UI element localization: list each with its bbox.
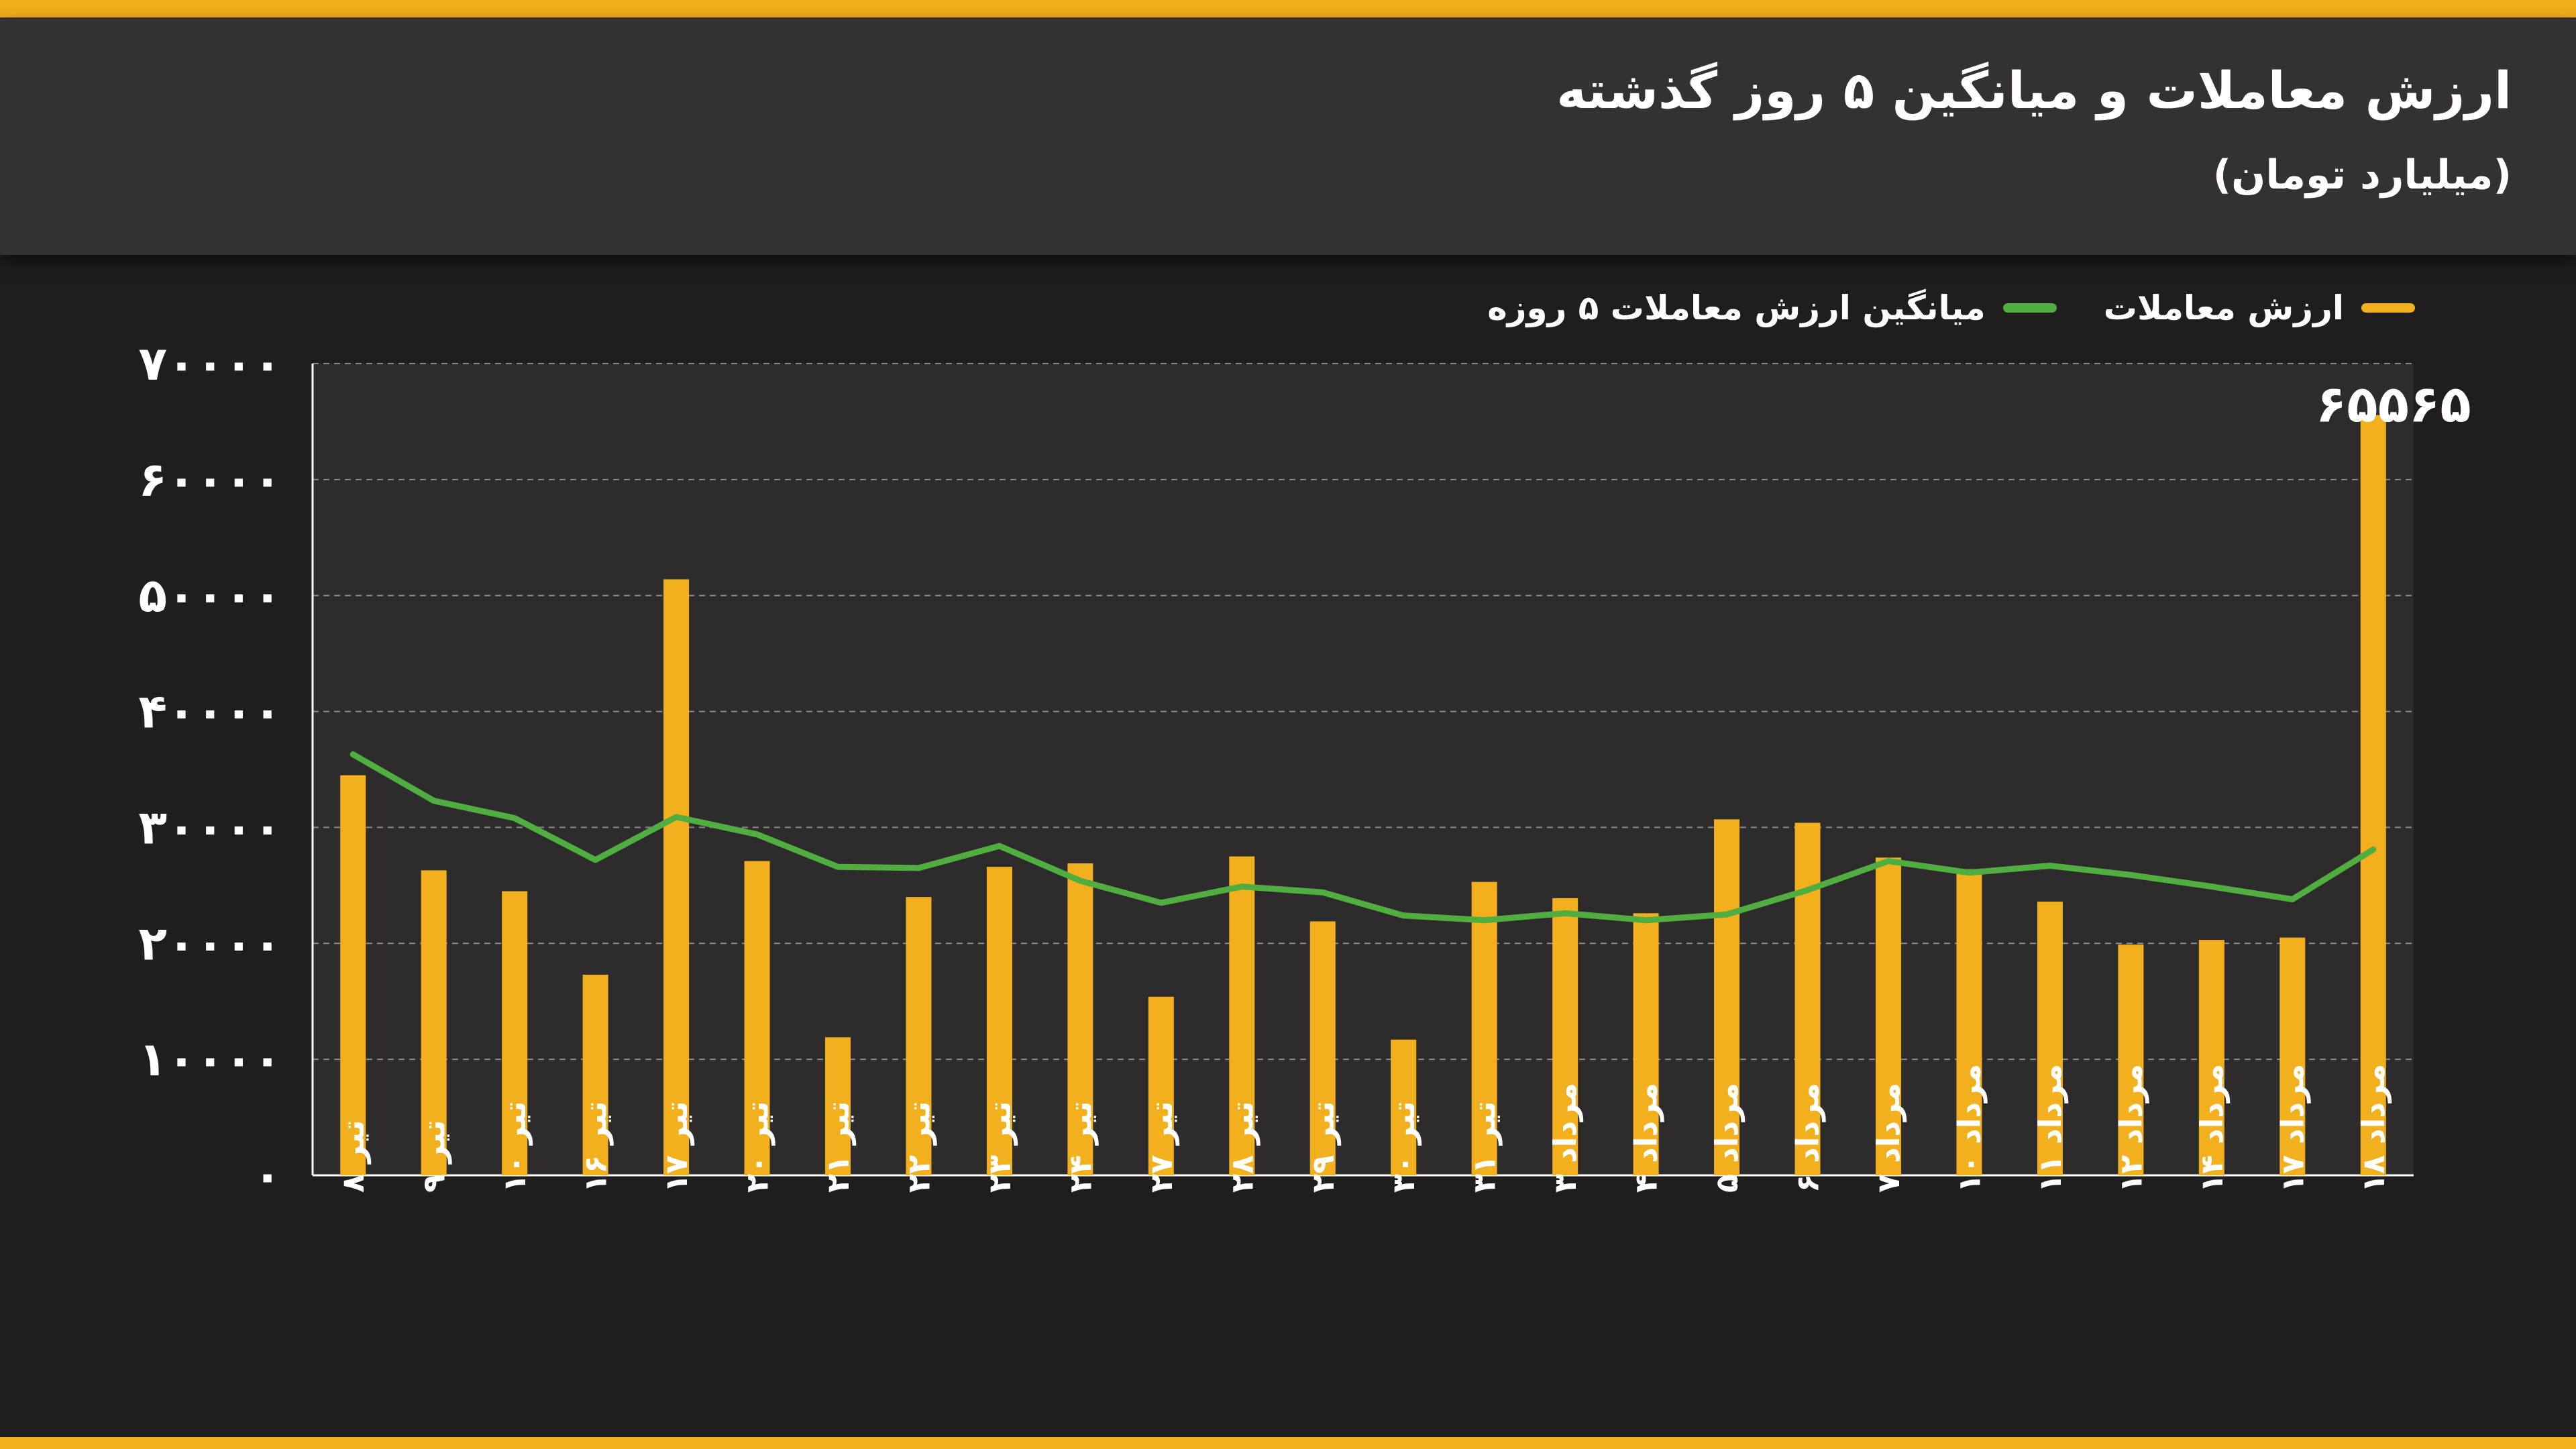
x-tick-label: تیر ۱۶ <box>578 1101 614 1193</box>
bar <box>1309 921 1336 1175</box>
bar <box>986 867 1012 1175</box>
bar <box>1148 996 1174 1175</box>
y-tick-label: ۰ <box>253 1148 282 1203</box>
bar <box>744 861 770 1175</box>
legend-item-line: میانگین ارزش معاملات ۵ روزه <box>1487 288 2057 327</box>
x-tick-label: تیر ۲۷ <box>1143 1101 1179 1193</box>
x-tick-label: تیر ۸ <box>335 1120 371 1193</box>
x-tick-label: مرداد ۱۸ <box>2355 1064 2392 1193</box>
bar <box>2198 940 2224 1175</box>
bar <box>340 775 366 1175</box>
y-tick-label: ۲۰۰۰۰ <box>138 916 282 971</box>
chart-title: ارزش معاملات و میانگین ۵ روز گذشته <box>1556 60 2512 120</box>
bottom-accent-stripe <box>0 1437 2576 1449</box>
x-tick-label: مرداد ۷ <box>1870 1083 1907 1193</box>
x-tick-label: تیر ۲۳ <box>981 1101 1018 1193</box>
x-tick-label: مرداد ۵ <box>1709 1083 1745 1193</box>
bar <box>1956 869 1982 1175</box>
x-tick-label: مرداد ۱۱ <box>2032 1064 2068 1193</box>
bar <box>906 897 932 1175</box>
top-accent-stripe <box>0 0 2576 17</box>
x-tick-label: تیر ۲۴ <box>1062 1101 1098 1193</box>
x-tick-label: تیر ۲۲ <box>900 1101 936 1193</box>
y-tick-label: ۶۰۰۰۰ <box>138 452 282 507</box>
bar <box>582 974 608 1175</box>
x-tick-label: مرداد ۱۰ <box>1951 1064 1987 1193</box>
bar <box>1471 881 1497 1175</box>
x-tick-label: تیر ۱۷ <box>658 1101 694 1193</box>
x-tick-label: مرداد ۱۲ <box>2112 1064 2149 1193</box>
y-tick-label: ۳۰۰۰۰ <box>138 800 282 855</box>
bar <box>2279 937 2306 1175</box>
bar <box>1633 913 1659 1175</box>
bar <box>1552 898 1578 1175</box>
y-tick-label: ۵۰۰۰۰ <box>138 568 282 623</box>
y-tick-label: ۱۰۰۰۰ <box>138 1032 282 1087</box>
bar <box>2360 415 2386 1176</box>
x-tick-label: تیر ۲۱ <box>820 1101 856 1193</box>
legend-swatch-line <box>2002 303 2057 313</box>
x-tick-label: تیر ۳۱ <box>1466 1101 1503 1193</box>
bar <box>1067 863 1093 1175</box>
bar <box>825 1037 851 1175</box>
x-tick-label: تیر ۹ <box>416 1120 452 1193</box>
x-tick-label: مرداد ۶ <box>1790 1083 1826 1193</box>
bar <box>663 579 690 1175</box>
x-tick-label: تیر ۲۰ <box>739 1101 775 1193</box>
x-tick-label: تیر ۲۹ <box>1305 1101 1341 1193</box>
bar <box>421 870 447 1175</box>
bar <box>2118 945 2144 1175</box>
bar <box>502 891 528 1175</box>
x-tick-label: مرداد ۴ <box>1628 1083 1664 1193</box>
x-tick-label: مرداد ۱۴ <box>2194 1064 2230 1193</box>
series-line <box>350 751 2377 924</box>
bar <box>1876 857 1901 1175</box>
legend-swatch-bars <box>2361 303 2415 313</box>
bar <box>2037 902 2063 1175</box>
x-tick-label: تیر ۱۰ <box>496 1101 533 1193</box>
y-tick-label: ۷۰۰۰۰ <box>138 336 282 391</box>
chart-subtitle: (میلیارد تومان) <box>2212 152 2512 199</box>
bar <box>1794 822 1821 1175</box>
x-tick-label: تیر ۳۰ <box>1385 1101 1421 1193</box>
bar <box>1714 819 1740 1175</box>
bar <box>1391 1039 1417 1175</box>
x-tick-label: مرداد ۳ <box>1547 1083 1583 1193</box>
header-band <box>0 17 2576 255</box>
data-label: ۶۵۵۶۵ <box>2316 374 2471 434</box>
legend-label-bars: ارزش معاملات <box>2103 288 2344 327</box>
x-tick-label: مرداد ۱۷ <box>2274 1064 2310 1193</box>
bar <box>1229 856 1255 1175</box>
plot-background <box>313 364 2414 1175</box>
legend-label-line: میانگین ارزش معاملات ۵ روزه <box>1487 288 1986 327</box>
y-tick-label: ۴۰۰۰۰ <box>138 684 282 739</box>
x-tick-label: تیر ۲۸ <box>1224 1101 1260 1193</box>
legend: ارزش معاملات میانگین ارزش معاملات ۵ روزه <box>1487 288 2415 327</box>
legend-item-bars: ارزش معاملات <box>2104 288 2415 327</box>
